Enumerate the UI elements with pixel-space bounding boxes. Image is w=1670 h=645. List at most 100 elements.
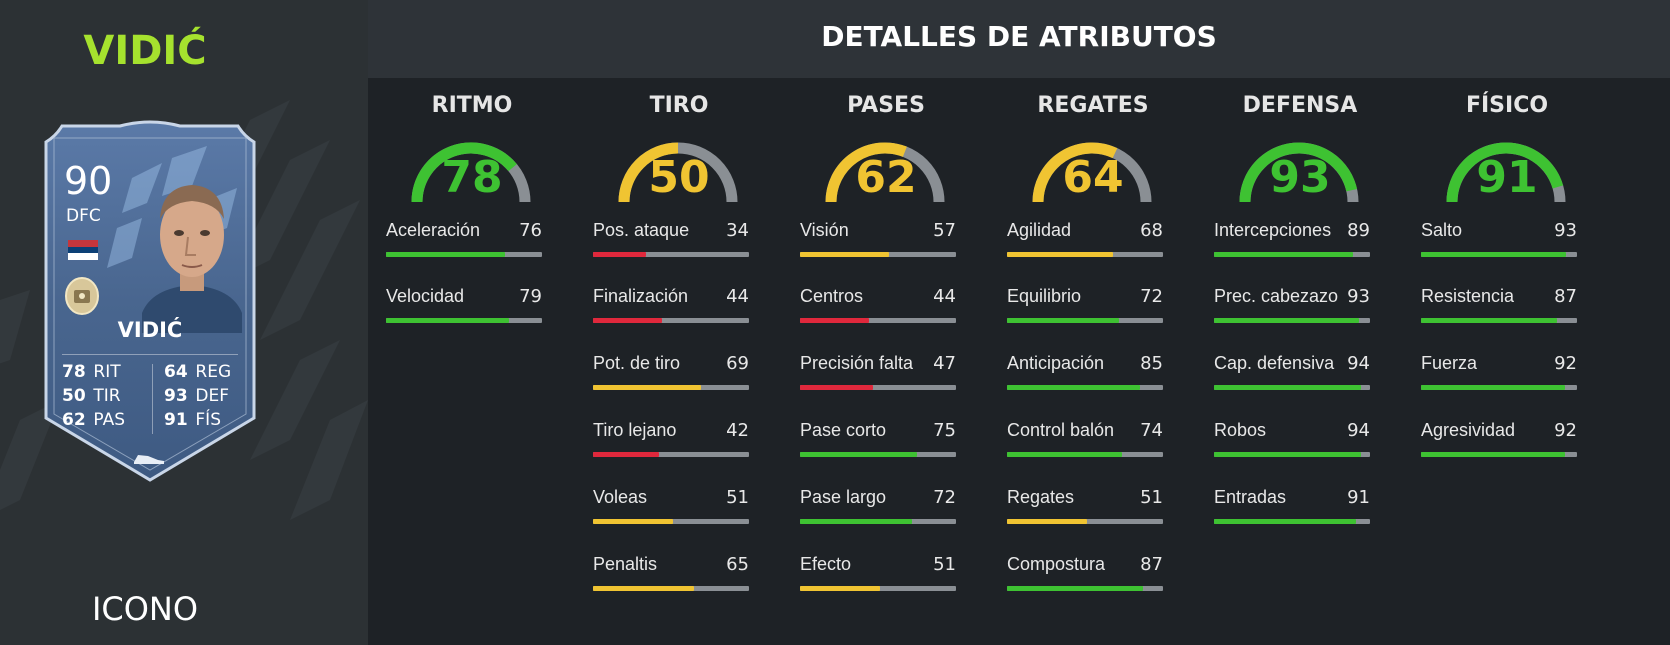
attribute-name: Finalización: [593, 286, 689, 306]
attribute-bar-fill: [593, 385, 701, 390]
attribute-value: 47: [933, 353, 956, 374]
card-stat-label: FÍS: [195, 410, 221, 430]
attribute-name: Visión: [800, 220, 849, 240]
attribute-value: 94: [1347, 353, 1370, 374]
card-stat-label: TIR: [93, 386, 121, 406]
category-4: DEFENSA 93 Intercepciones 89 Prec. cabezazo 9…: [1196, 78, 1404, 645]
card-stat-pas: 62 PAS: [62, 410, 125, 430]
attribute-value: 79: [519, 286, 542, 307]
category-gauge: [411, 142, 531, 203]
attribute-value: 75: [933, 420, 956, 441]
category-gauge: [1032, 142, 1152, 203]
attribute-value: 87: [1554, 286, 1577, 307]
card-stat-label: REG: [195, 362, 232, 382]
attribute-bar-track: [1214, 252, 1370, 257]
category-title: REGATES: [1037, 93, 1149, 118]
attribute-row: Visión 57: [800, 220, 956, 260]
attribute-bar-track: [1421, 318, 1577, 323]
gauge-fill: [1446, 142, 1564, 203]
attribute-name: Penaltis: [593, 554, 658, 574]
attribute-bar-track: [800, 318, 956, 323]
attribute-name: Prec. cabezazo: [1214, 286, 1339, 306]
attribute-bar-track: [1214, 452, 1370, 457]
attribute-bar-fill: [1007, 519, 1087, 524]
gauge-fill: [411, 142, 517, 203]
attribute-name: Fuerza: [1421, 353, 1478, 373]
attribute-value: 68: [1140, 220, 1163, 241]
attribute-name: Pot. de tiro: [593, 353, 681, 373]
attribute-row: Tiro lejano 42: [593, 420, 749, 460]
attribute-value: 42: [726, 420, 749, 441]
attribute-name: Efecto: [800, 554, 852, 574]
attribute-row: Control balón 74: [1007, 420, 1163, 460]
attribute-name: Voleas: [593, 487, 648, 507]
attribute-name: Agilidad: [1007, 220, 1072, 240]
attribute-value: 89: [1347, 220, 1370, 241]
attribute-name: Resistencia: [1421, 286, 1515, 306]
card-divider: [62, 354, 238, 355]
attribute-bar-track: [386, 252, 542, 257]
attribute-name: Velocidad: [386, 286, 465, 306]
category-1: TIRO 50 Pos. ataque 34 Finalización 44 Pot. de…: [575, 78, 783, 645]
attribute-bar-track: [1007, 252, 1163, 257]
attribute-row: Agilidad 68: [1007, 220, 1163, 260]
attribute-name: Tiro lejano: [593, 420, 677, 440]
category-title: PASES: [847, 93, 925, 118]
attribute-bar-fill: [1421, 452, 1565, 457]
attribute-bar-fill: [1214, 519, 1356, 524]
card-stat-label: PAS: [93, 410, 125, 430]
attribute-bar-fill: [1421, 252, 1567, 257]
player-card[interactable]: 90 DFC VIDIĆ 78 RIT 50 TIR 62 PAS 64: [32, 118, 268, 488]
category-value: 93: [1269, 152, 1331, 203]
attribute-name: Entradas: [1214, 487, 1287, 507]
gauge-fill: [618, 142, 679, 203]
details-header: DETALLES DE ATRIBUTOS: [368, 0, 1670, 78]
attribute-row: Efecto 51: [800, 554, 956, 594]
attribute-bar-fill: [1214, 318, 1360, 323]
attribute-row: Compostura 87: [1007, 554, 1163, 594]
attribute-bar-track: [386, 318, 542, 323]
attribute-row: Cap. defensiva 94: [1214, 353, 1370, 393]
category-value: 62: [855, 152, 917, 203]
card-stat-reg: 64 REG: [164, 362, 231, 382]
attribute-name: Compostura: [1007, 554, 1106, 574]
attribute-bar-track: [593, 519, 749, 524]
card-player-name: VIDIĆ: [117, 318, 183, 342]
attribute-name: Robos: [1214, 420, 1267, 440]
attribute-row: Velocidad 79: [386, 286, 542, 326]
attribute-bar-track: [1421, 452, 1577, 457]
attribute-name: Equilibrio: [1007, 286, 1082, 306]
attribute-value: 92: [1554, 353, 1577, 374]
category-gauge: [1239, 142, 1359, 203]
attribute-row: Equilibrio 72: [1007, 286, 1163, 326]
category-gauge: [1446, 142, 1566, 203]
attribute-row: Pos. ataque 34: [593, 220, 749, 260]
attribute-value: 72: [1140, 286, 1163, 307]
attribute-bar-fill: [1421, 385, 1565, 390]
category-2: PASES 62 Visión 57 Centros 44 Precisión falta 4…: [782, 78, 990, 645]
attribute-value: 92: [1554, 420, 1577, 441]
card-stat-value: 50: [62, 386, 86, 406]
card-stat-def: 93 DEF: [164, 386, 229, 406]
attribute-bar-fill: [593, 586, 695, 591]
attribute-bar-track: [1421, 252, 1577, 257]
attribute-bar-fill: [1007, 252, 1114, 257]
attribute-bar-fill: [1007, 318, 1120, 323]
category-gauge: [618, 142, 738, 203]
attribute-row: Pase largo 72: [800, 487, 956, 527]
attribute-bar-fill: [1421, 318, 1557, 323]
attribute-row: Voleas 51: [593, 487, 749, 527]
attribute-row: Regates 51: [1007, 487, 1163, 527]
attribute-bar-track: [593, 586, 749, 591]
icon-club-badge: [65, 277, 99, 315]
attribute-row: Penaltis 65: [593, 554, 749, 594]
attribute-value: 65: [726, 554, 749, 575]
attribute-bar-fill: [1007, 452, 1123, 457]
category-title: FÍSICO: [1465, 93, 1549, 118]
category-value: 91: [1476, 152, 1538, 203]
attribute-row: Fuerza 92: [1421, 353, 1577, 393]
attribute-value: 51: [726, 487, 749, 508]
attribute-bar-track: [1214, 318, 1370, 323]
attribute-value: 44: [933, 286, 956, 307]
attribute-row: Anticipación 85: [1007, 353, 1163, 393]
